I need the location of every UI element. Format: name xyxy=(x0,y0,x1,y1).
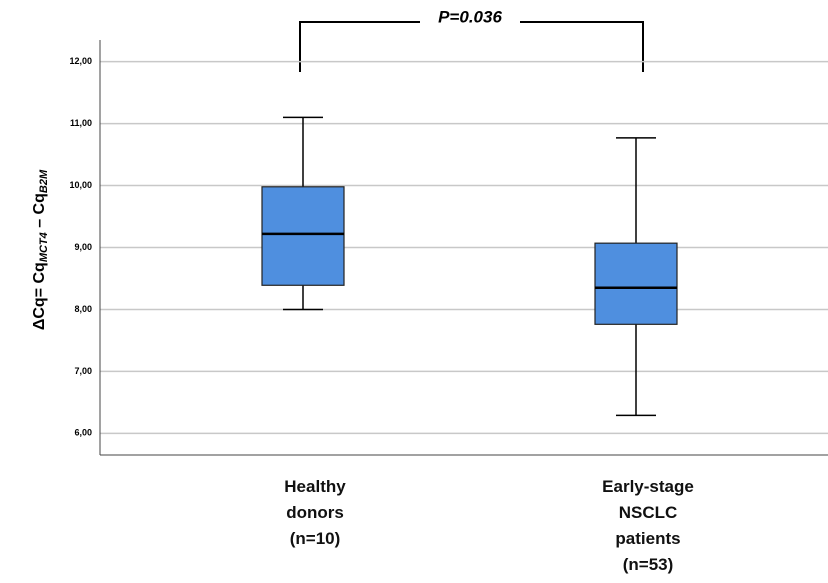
x-tick-label: Early-stage NSCLC patients (n=53) xyxy=(602,477,694,574)
y-label-sub: B2M xyxy=(38,169,50,193)
x-tick-label: Healthy donors (n=10) xyxy=(284,477,346,548)
y-tick-label: 11,00 xyxy=(70,118,92,128)
y-axis-label: ΔCq= CqMCT4 – CqB2M xyxy=(31,169,50,330)
y-label-part: – Cq xyxy=(31,193,48,232)
y-tick-label: 10,00 xyxy=(69,180,92,190)
box xyxy=(261,186,345,286)
p-value: P=0.036 xyxy=(438,7,502,26)
y-tick-label: 8,00 xyxy=(74,304,92,314)
y-tick-label: 12,00 xyxy=(69,56,92,66)
y-label-part: ΔCq= Cq xyxy=(31,262,48,330)
y-tick-label: 6,00 xyxy=(74,428,92,438)
y-label-sub: MCT4 xyxy=(38,232,50,262)
y-tick-label: 9,00 xyxy=(74,242,92,252)
significance-bracket xyxy=(299,21,644,72)
y-tick-label: 7,00 xyxy=(74,366,92,376)
box xyxy=(594,242,678,325)
